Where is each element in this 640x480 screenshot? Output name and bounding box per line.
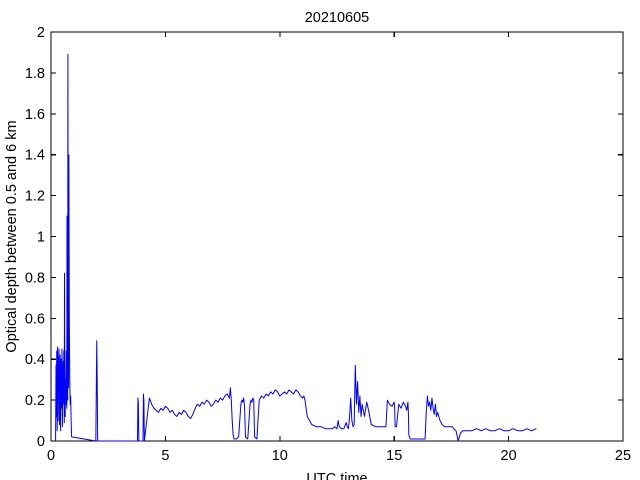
x-tick-label-0: 0 <box>47 448 55 464</box>
x-axis-label: UTC time <box>306 471 367 480</box>
y-tick-label-7: 1.4 <box>25 148 45 164</box>
y-tick-label-6: 1.2 <box>25 189 45 205</box>
y-tick-label-9: 1.8 <box>25 66 45 82</box>
x-tick-label-5: 25 <box>615 448 631 464</box>
y-tick-label-1: 0.2 <box>25 393 45 409</box>
plot-background <box>51 32 623 441</box>
y-tick-label-10: 2 <box>37 25 45 41</box>
x-tick-label-1: 5 <box>161 448 169 464</box>
y-tick-label-0: 0 <box>37 434 45 450</box>
y-tick-label-3: 0.6 <box>25 311 45 327</box>
x-tick-label-3: 15 <box>386 448 402 464</box>
y-tick-label-4: 0.8 <box>25 270 45 286</box>
x-tick-label-2: 10 <box>272 448 288 464</box>
chart-title: 20210605 <box>305 10 370 26</box>
y-axis-label: Optical depth between 0.5 and 6 km <box>4 120 20 352</box>
data-series-0 <box>55 54 537 442</box>
y-tick-label-2: 0.4 <box>25 352 45 368</box>
x-tick-label-4: 20 <box>501 448 517 464</box>
y-tick-label-5: 1 <box>37 230 45 246</box>
y-tick-label-8: 1.6 <box>25 107 45 123</box>
